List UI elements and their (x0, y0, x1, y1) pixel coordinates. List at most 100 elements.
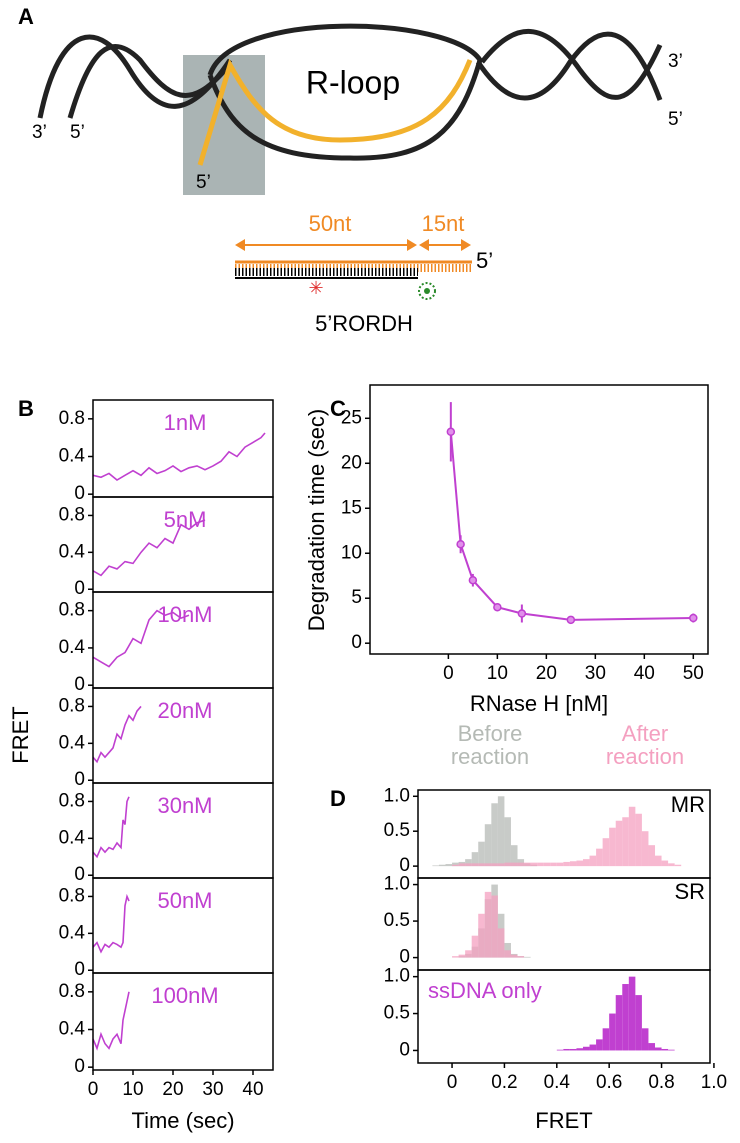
length-label: 50nt (309, 211, 352, 236)
hist-bar (668, 863, 675, 867)
hist-bar (497, 796, 505, 867)
hist-bar (478, 841, 485, 867)
y-tick-label: 0 (74, 483, 85, 504)
hist-bar (556, 862, 564, 867)
line (449, 431, 694, 621)
hist-bar (504, 817, 511, 867)
hist-bar (491, 803, 498, 867)
trace (92, 519, 206, 577)
point (468, 575, 478, 585)
rloop-label: R-loop (306, 64, 400, 100)
x-tick-label: 0 (88, 1079, 99, 1100)
annotation: 1nM (164, 410, 207, 435)
end-label: 3’ (32, 122, 47, 143)
y-tick-label: 0.4 (59, 541, 86, 562)
y-tick-label: 0 (399, 855, 410, 876)
hist-bar (484, 824, 492, 867)
x-tick-label: 20 (162, 1079, 183, 1100)
x-tick-label: 0.6 (596, 1072, 622, 1093)
y-tick-label: 0.8 (59, 790, 85, 811)
annotation: ssDNA only (428, 978, 542, 1003)
donor-dye (424, 288, 430, 294)
hist-bar (628, 806, 636, 867)
hist-bar (445, 864, 453, 867)
hist-bar (458, 863, 466, 867)
hist-bar (563, 1048, 570, 1051)
hist-bar (609, 1013, 616, 1051)
y-tick-label: 0.8 (59, 504, 85, 525)
y-tick-label: 0 (74, 769, 85, 790)
hist-bar (569, 1048, 577, 1051)
rna-strand (197, 58, 473, 166)
hist-bar (510, 862, 518, 867)
hist-bar (589, 855, 597, 867)
trace (92, 609, 190, 668)
length-arrows (235, 239, 471, 251)
hist-bar (471, 863, 479, 867)
hist-bar (661, 860, 669, 867)
x-tick-label: 1.0 (701, 1072, 727, 1093)
hist-bar (596, 848, 603, 867)
annotation: MR (671, 792, 705, 817)
x-tick-label: 30 (202, 1079, 223, 1100)
x-tick-label: 40 (634, 663, 655, 684)
point (566, 615, 576, 625)
hist-bar (484, 863, 492, 867)
y-tick-label: 0.4 (59, 732, 86, 753)
hist-bar (537, 862, 544, 867)
x-tick-label: 0.4 (544, 1072, 571, 1093)
panel-label: D (330, 786, 346, 811)
hist-bar (478, 913, 485, 958)
hist-bar (504, 862, 511, 867)
annotation: 30nM (157, 793, 212, 818)
x-tick-label: 40 (242, 1079, 263, 1100)
hist-bar (661, 1048, 669, 1051)
y-tick-label: 0.4 (59, 637, 86, 658)
x-tick-label: 0 (443, 663, 454, 684)
hist-bar (648, 845, 656, 867)
hist-bar (582, 859, 590, 867)
hist-bar (517, 862, 525, 867)
y-tick-label: 15 (341, 497, 362, 518)
y-tick-label: 10 (341, 542, 362, 563)
y-tick-label: 0 (351, 632, 362, 653)
panel-label: A (18, 4, 34, 29)
x-tick-label: 30 (585, 663, 606, 684)
x-tick-label: 20 (536, 663, 557, 684)
hist-bar (452, 956, 459, 958)
y-tick-label: 0.5 (384, 910, 410, 931)
y-tick-label: 0 (74, 864, 85, 885)
hist-bar (530, 862, 538, 867)
x-axis-label: Time (sec) (131, 1108, 234, 1133)
y-tick-label: 25 (341, 407, 362, 428)
hist-bar (491, 863, 498, 867)
y-tick-label: 0 (399, 947, 410, 968)
hist-bar (576, 860, 583, 867)
hist-bar (635, 995, 642, 1051)
hist-bar (517, 956, 525, 958)
hist-bar (550, 862, 557, 867)
hist-bar (497, 928, 505, 958)
hist-bar (668, 1049, 675, 1051)
y-tick-label: 0 (399, 1039, 410, 1060)
y-tick-label: 0.4 (59, 446, 86, 467)
hist-bar (641, 1028, 649, 1051)
hist-bar (556, 1049, 564, 1051)
helix (37, 23, 663, 161)
end-label: 5’ (476, 248, 493, 273)
point (493, 602, 502, 612)
hist-bar (655, 1047, 662, 1051)
hist-bar (524, 862, 531, 867)
trace (92, 705, 142, 764)
hist-bar (615, 995, 623, 1051)
hist-bar (471, 852, 479, 867)
hist-bar (602, 838, 610, 867)
panel-label: C (330, 396, 346, 421)
y-tick-label: 5 (351, 587, 362, 608)
y-tick-label: 0.8 (59, 600, 85, 621)
x-tick-label: 0.2 (491, 1072, 517, 1093)
y-tick-label: 0.4 (59, 827, 86, 848)
acceptor-dye: ✳ (308, 278, 323, 298)
